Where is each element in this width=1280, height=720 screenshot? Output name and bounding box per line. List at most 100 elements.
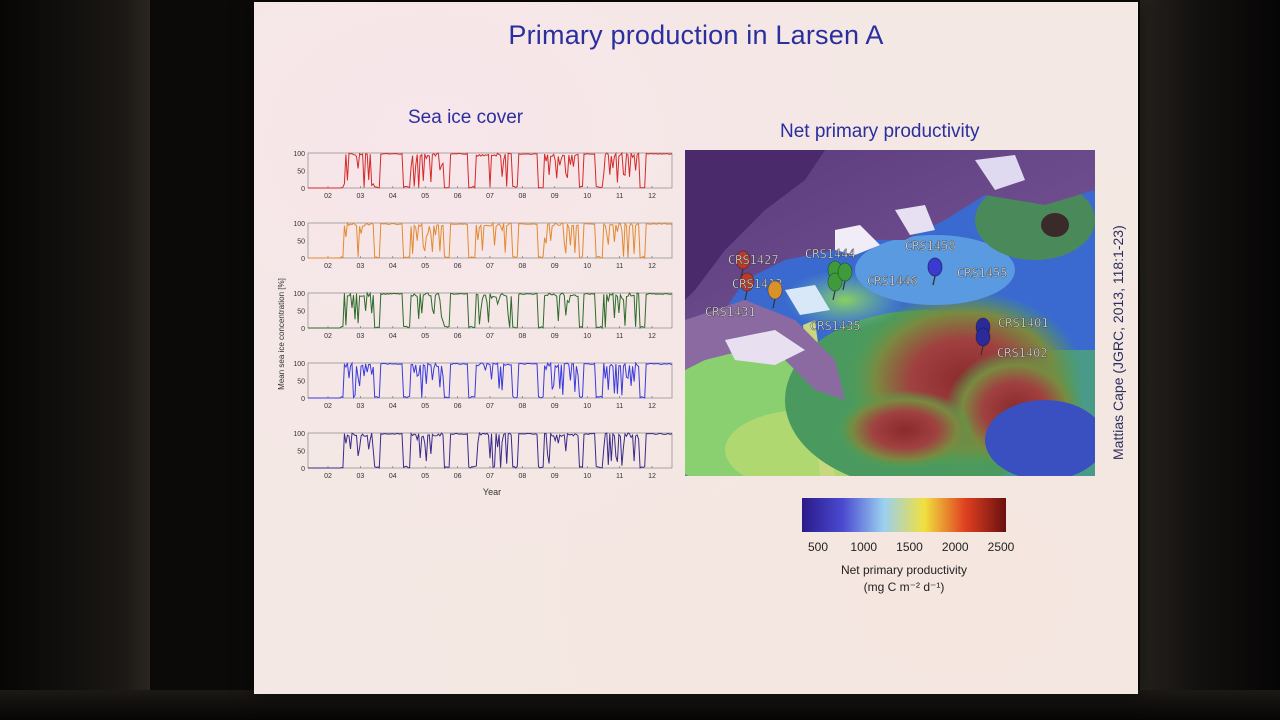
- credit-text: Mattias Cape (JGRC, 2013, 118:1-23): [1110, 225, 1126, 460]
- x-tick-label: 07: [486, 193, 494, 200]
- pushpin-icon: [927, 257, 943, 277]
- x-tick-label: 02: [324, 333, 332, 340]
- x-tick-label: 11: [616, 193, 623, 200]
- ice-series-line: [308, 151, 673, 189]
- x-tick-label: 11: [616, 333, 623, 340]
- y-tick-label: 50: [297, 379, 305, 386]
- pushpin-needle: [842, 280, 846, 291]
- y-tick-label: 100: [293, 291, 305, 298]
- pushpin-needle: [772, 298, 776, 309]
- colorbar-tick-label: 1500: [896, 540, 923, 554]
- station-marker: CRS1427: [728, 250, 779, 279]
- x-tick-label: 06: [454, 263, 462, 270]
- x-tick-label: 11: [616, 263, 623, 270]
- y-tick-label: 0: [301, 256, 305, 263]
- station-label: CRS1402: [997, 346, 1048, 360]
- x-tick-label: 07: [486, 473, 494, 480]
- x-tick-label: 03: [357, 263, 365, 270]
- x-tick-label: 02: [324, 193, 332, 200]
- x-tick-label: 07: [486, 333, 494, 340]
- y-axis-label: Mean sea ice concentration [%]: [277, 278, 286, 390]
- ice-panel: 100 50 0 02 03 04 05 06 07 08 09 10 11 12: [293, 361, 673, 410]
- slide-title: Primary production in Larsen A: [508, 20, 884, 50]
- x-tick-label: 02: [324, 473, 332, 480]
- x-tick-label: 04: [389, 473, 397, 480]
- x-tick-label: 06: [454, 333, 462, 340]
- x-tick-label: 12: [648, 473, 656, 480]
- colorbar-gradient: [802, 498, 1006, 532]
- colorbar-tick-label: 2500: [988, 540, 1014, 554]
- pushpin-icon: [837, 262, 853, 282]
- x-tick-label: 04: [389, 263, 397, 270]
- colorbar-units: (mg C m⁻² d⁻¹): [863, 580, 945, 594]
- ice-series-line: [308, 361, 673, 399]
- x-tick-label: 03: [357, 473, 365, 480]
- y-tick-label: 100: [293, 431, 305, 438]
- y-tick-label: 50: [297, 169, 305, 176]
- x-tick-label: 08: [519, 263, 527, 270]
- x-tick-label: 11: [616, 473, 623, 480]
- x-tick-label: 05: [421, 403, 429, 410]
- x-tick-label: 02: [324, 403, 332, 410]
- x-tick-label: 06: [454, 193, 462, 200]
- colorbar-tick-label: 500: [808, 540, 828, 554]
- x-axis-label: Year: [483, 487, 501, 497]
- sea-ice-heading: Sea ice cover: [408, 107, 524, 128]
- x-tick-label: 08: [519, 333, 527, 340]
- x-tick-label: 08: [519, 193, 527, 200]
- x-tick-label: 03: [357, 403, 365, 410]
- station-marker: CRS1435: [810, 272, 861, 333]
- x-tick-label: 04: [389, 193, 397, 200]
- x-tick-label: 10: [583, 333, 591, 340]
- pushpin-needle: [980, 345, 984, 356]
- ice-panel: 100 50 0 02 03 04 05 06 07 08 09 10 11 12: [293, 431, 673, 480]
- pushpin-needle: [832, 290, 836, 301]
- x-tick-label: 04: [389, 333, 397, 340]
- x-tick-label: 12: [648, 333, 656, 340]
- y-tick-label: 0: [301, 186, 305, 193]
- y-tick-label: 0: [301, 326, 305, 333]
- station-label: CRS1431: [705, 305, 756, 319]
- x-tick-label: 10: [583, 473, 591, 480]
- npp-heading: Net primary productivity: [780, 121, 980, 142]
- projected-slide: Primary production in Larsen A Sea ice c…: [254, 2, 1138, 694]
- room-right-wall: [1140, 0, 1280, 720]
- x-tick-label: 09: [551, 263, 559, 270]
- x-tick-label: 08: [519, 403, 527, 410]
- room-left-wall: [0, 0, 150, 720]
- pushpin-needle: [744, 290, 748, 301]
- station-label: CRS1458: [905, 239, 956, 253]
- x-tick-label: 09: [551, 193, 559, 200]
- colorbar-tick-label: 1000: [850, 540, 877, 554]
- x-tick-label: 07: [486, 263, 494, 270]
- x-tick-label: 06: [454, 403, 462, 410]
- station-marker: CRS1402: [975, 327, 1048, 360]
- y-tick-label: 50: [297, 309, 305, 316]
- ice-panel: 100 50 0 02 03 04 05 06 07 08 09 10 11 12: [293, 221, 673, 270]
- x-tick-label: 03: [357, 193, 365, 200]
- x-tick-label: 05: [421, 263, 429, 270]
- npp-map-image: CRS1427CRS1413CRS1431CRS1444CRS1435CRS14…: [685, 150, 1095, 476]
- ice-series-line: [308, 221, 673, 260]
- x-tick-label: 12: [648, 263, 656, 270]
- x-tick-label: 09: [551, 473, 559, 480]
- station-marker: CRS1431: [705, 280, 783, 319]
- ice-series-line: [308, 431, 673, 469]
- station-marker: CRS1444: [805, 247, 856, 289]
- x-tick-label: 09: [551, 403, 559, 410]
- x-tick-label: 10: [583, 263, 591, 270]
- x-tick-label: 10: [583, 403, 591, 410]
- station-label: CRS1435: [810, 319, 861, 333]
- station-label: CRS1444: [805, 247, 856, 261]
- x-tick-label: 03: [357, 333, 365, 340]
- x-tick-label: 05: [421, 333, 429, 340]
- y-tick-label: 50: [297, 449, 305, 456]
- station-label: CRS1446: [867, 274, 918, 288]
- x-tick-label: 12: [648, 193, 656, 200]
- x-tick-label: 02: [324, 263, 332, 270]
- y-tick-label: 50: [297, 239, 305, 246]
- pushpin-needle: [932, 275, 936, 286]
- x-tick-label: 07: [486, 403, 494, 410]
- station-label: CRS1401: [998, 316, 1049, 330]
